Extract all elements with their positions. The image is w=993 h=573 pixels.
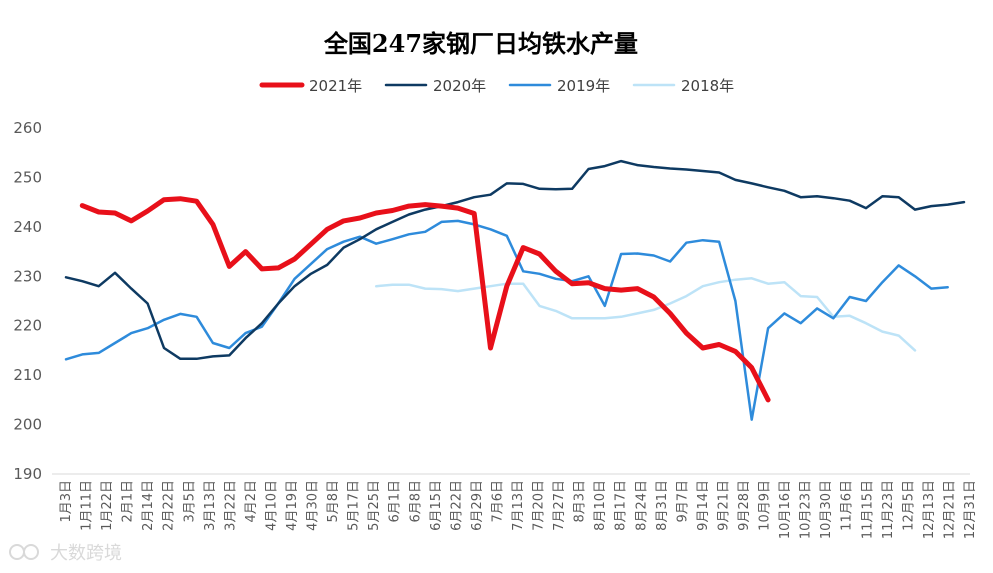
x-tick-label: 8月17日 (614, 480, 629, 531)
x-tick-label: 2月1日 (121, 480, 136, 523)
watermark-text: 大数跨境 (50, 543, 122, 564)
watermark-logo-icon (9, 544, 25, 560)
y-tick-label: 230 (13, 267, 42, 285)
chart-legend: 2021年 2020年 2019年 2018年 (259, 77, 734, 95)
x-tick-label: 6月8日 (408, 480, 423, 523)
x-tick-label: 11月23日 (881, 480, 896, 539)
legend-label-1: 2021年 (309, 77, 362, 95)
x-tick-label: 4月2日 (244, 480, 259, 523)
x-tick-label: 12月31日 (963, 480, 978, 539)
x-tick-label: 1月3日 (59, 480, 74, 523)
x-tick-label: 4月10日 (264, 480, 279, 531)
x-tick-label: 5月17日 (347, 480, 362, 531)
x-tick-label: 12月21日 (942, 480, 957, 539)
x-tick-label: 4月19日 (285, 480, 300, 531)
y-tick-label: 260 (13, 119, 42, 137)
x-tick-label: 10月9日 (758, 480, 773, 531)
x-tick-label: 8月10日 (593, 480, 608, 531)
x-tick-label: 10月23日 (799, 480, 814, 539)
plot-area (64, 159, 966, 421)
x-tick-label: 8月24日 (634, 480, 649, 531)
x-tick-label: 7月6日 (490, 480, 505, 523)
x-tick-label: 9月21日 (716, 480, 731, 531)
legend-label-2: 2020年 (433, 77, 486, 95)
watermark-logo-icon-2 (23, 544, 39, 560)
x-tick-label: 7月20日 (532, 480, 547, 531)
x-tick-label: 4月30日 (306, 480, 321, 531)
x-tick-label: 6月22日 (449, 480, 464, 531)
x-tick-label: 7月27日 (552, 480, 567, 531)
x-tick-label: 6月1日 (388, 480, 403, 523)
x-tick-label: 5月25日 (367, 480, 382, 531)
x-tick-label: 8月31日 (655, 480, 670, 531)
x-tick-label: 5月8日 (326, 480, 341, 523)
x-tick-label: 1月22日 (100, 480, 115, 531)
x-tick-label: 2月14日 (141, 480, 156, 531)
y-axis: 190 200 210 220 230 240 250 260 (13, 119, 42, 483)
x-tick-label: 2月22日 (162, 480, 177, 531)
x-tick-label: 9月7日 (675, 480, 690, 523)
x-axis: 1月3日 1月11日 1月22日 2月1日 2月14日 2月22日 3月5日 3月13日 3月2… (59, 480, 978, 539)
series-line-2 (64, 159, 966, 361)
chart-title: 全国247家钢厂日均铁水产量 (323, 29, 638, 58)
x-tick-label: 12月5日 (901, 480, 916, 531)
legend-label-3: 2019年 (557, 77, 610, 95)
series-line-1 (79, 196, 771, 403)
y-tick-label: 220 (13, 317, 42, 335)
y-tick-label: 250 (13, 168, 42, 186)
x-tick-label: 11月15日 (860, 480, 875, 539)
x-tick-label: 7月13日 (511, 480, 526, 531)
y-tick-label: 240 (13, 218, 42, 236)
series-line-4 (374, 277, 917, 352)
y-tick-label: 210 (13, 366, 42, 384)
x-tick-label: 8月3日 (573, 480, 588, 523)
series-line-3 (64, 219, 949, 421)
x-tick-label: 10月30日 (819, 480, 834, 539)
x-tick-label: 3月5日 (182, 480, 197, 523)
x-tick-label: 3月13日 (203, 480, 218, 531)
x-tick-label: 9月28日 (737, 480, 752, 531)
x-tick-label: 6月15日 (429, 480, 444, 531)
y-tick-label: 190 (13, 465, 42, 483)
watermark: 大数跨境 (9, 543, 122, 564)
y-tick-label: 200 (13, 416, 42, 434)
x-tick-label: 12月13日 (922, 480, 937, 539)
x-tick-label: 11月6日 (840, 480, 855, 531)
x-tick-label: 6月29日 (470, 480, 485, 531)
x-tick-label: 10月16日 (778, 480, 793, 539)
legend-label-4: 2018年 (681, 77, 734, 95)
x-tick-label: 1月11日 (80, 480, 95, 531)
x-tick-label: 3月22日 (223, 480, 238, 531)
x-tick-label: 9月14日 (696, 480, 711, 531)
